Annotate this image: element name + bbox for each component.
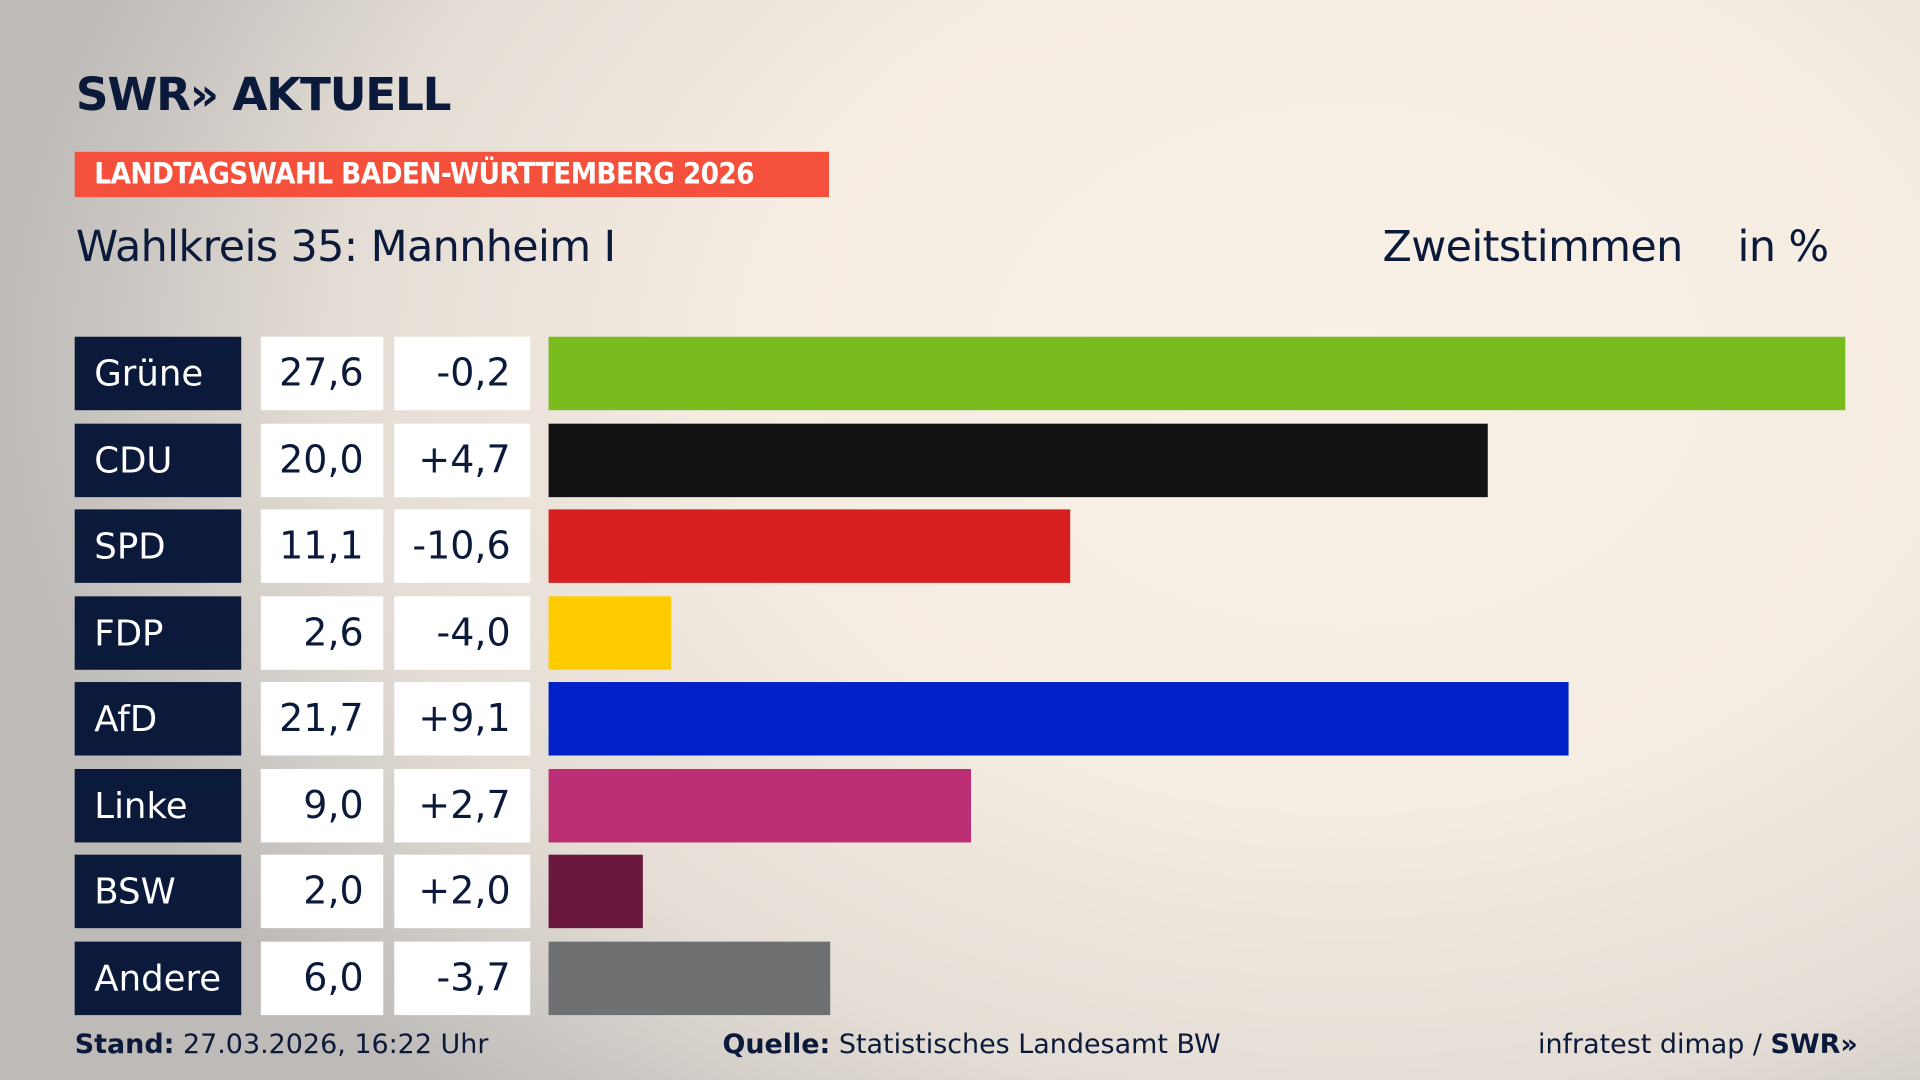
timestamp: Stand: 27.03.2026, 16:22 Uhr [75,1030,489,1061]
vote-share-value: 20,0 [260,423,384,497]
party-row: Linke 9,0 +2,7 [0,768,1920,842]
party-label: Grüne [74,336,242,411]
party-row: CDU 20,0 +4,7 [0,423,1920,497]
bar-bsw [548,854,643,929]
party-label: CDU [74,423,242,497]
party-label: Linke [74,768,242,842]
vote-change-value: -0,2 [394,336,531,411]
vote-change-value: +4,7 [394,423,531,497]
bar-andere [548,941,831,1015]
vote-type-label: Zweitstimmen [1382,222,1683,272]
party-row: AfD 21,7 +9,1 [0,682,1920,756]
vote-share-value: 11,1 [260,509,384,583]
party-label: BSW [74,854,242,929]
vote-share-value: 9,0 [260,768,384,842]
source-label: Quelle: [722,1029,831,1061]
swr-aktuell-logo: SWR» AKTUELL [75,68,452,122]
party-row: Andere 6,0 -3,7 [0,941,1920,1015]
stand-label: Stand: [74,1029,175,1061]
party-row: SPD 11,1 -10,6 [0,509,1920,583]
party-label: SPD [74,509,242,583]
election-banner: LANDTAGSWAHL BADEN-WÜRTTEMBERG 2026 [74,151,829,198]
vote-change-value: +2,7 [394,768,531,842]
bar-grüne [548,336,1846,411]
vote-share-value: 2,6 [260,595,384,670]
bar-afd [548,682,1569,756]
source-value: Statistisches Landesamt BW [838,1029,1221,1061]
party-label: FDP [74,595,242,670]
vote-change-value: +2,0 [394,854,531,929]
source: Quelle: Statistisches Landesamt BW [722,1030,1220,1061]
vote-share-value: 21,7 [260,682,384,756]
party-row: FDP 2,6 -4,0 [0,595,1920,670]
constituency-title: Wahlkreis 35: Mannheim I [75,222,616,272]
bar-cdu [548,423,1489,497]
vote-share-value: 6,0 [260,941,384,1015]
vote-change-value: -10,6 [394,509,531,583]
credit: infratest dimap / SWR» [1538,1030,1858,1061]
vote-change-value: -4,0 [394,595,531,670]
vote-share-value: 2,0 [260,854,384,929]
bar-linke [548,768,972,842]
credit-text: infratest dimap / [1537,1029,1762,1061]
unit-label: in % [1737,222,1830,272]
party-label: Andere [74,941,242,1015]
party-label: AfD [74,682,242,756]
party-row: Grüne 27,6 -0,2 [0,336,1920,411]
stand-value: 27.03.2026, 16:22 Uhr [182,1029,489,1061]
vote-share-value: 27,6 [260,336,384,411]
bar-fdp [548,595,671,670]
vote-change-value: -3,7 [394,941,531,1015]
party-row: BSW 2,0 +2,0 [0,854,1920,929]
bar-spd [548,509,1071,583]
swr-logo: SWR» [1770,1029,1858,1061]
vote-change-value: +9,1 [394,682,531,756]
